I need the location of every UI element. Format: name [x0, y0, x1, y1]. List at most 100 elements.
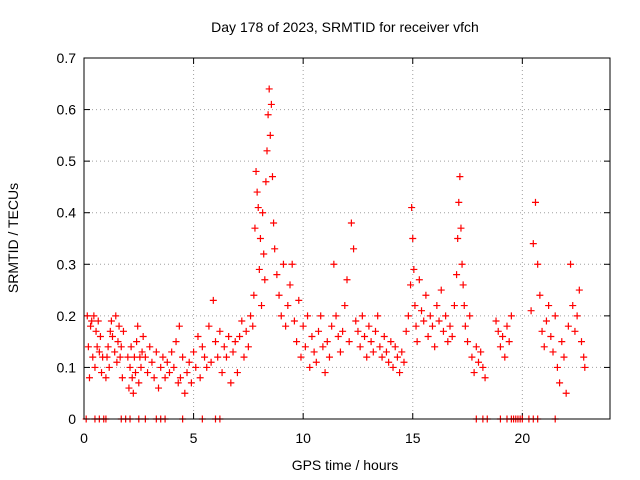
data-point — [233, 369, 241, 377]
data-point — [244, 343, 252, 351]
data-point — [540, 343, 548, 351]
data-point — [562, 389, 570, 397]
data-point — [295, 296, 303, 304]
data-point — [133, 338, 141, 346]
grid-lines — [84, 58, 610, 419]
data-point — [96, 332, 104, 340]
data-point — [155, 384, 163, 392]
data-point — [98, 369, 106, 377]
data-point — [479, 363, 487, 371]
data-point — [319, 343, 327, 351]
data-point — [176, 374, 184, 382]
data-point — [251, 224, 259, 232]
data-point — [420, 317, 428, 325]
plot-frame — [83, 57, 611, 420]
data-point — [361, 332, 369, 340]
data-point — [496, 343, 504, 351]
data-point — [393, 353, 401, 361]
data-point — [119, 327, 127, 335]
data-point — [267, 100, 275, 108]
data-point — [317, 312, 325, 320]
data-point — [261, 276, 269, 284]
data-point — [183, 369, 191, 377]
data-point — [139, 332, 147, 340]
data-point — [408, 204, 416, 212]
data-point — [578, 338, 586, 346]
data-point — [138, 348, 146, 356]
data-point — [410, 265, 418, 273]
data-point — [88, 317, 96, 325]
data-point — [103, 353, 111, 361]
data-point — [286, 281, 294, 289]
data-point — [418, 307, 426, 315]
data-point — [400, 358, 408, 366]
data-point — [398, 348, 406, 356]
data-point — [538, 327, 546, 335]
data-point — [260, 250, 268, 258]
data-point — [477, 348, 485, 356]
data-point — [569, 302, 577, 310]
data-point — [266, 131, 274, 139]
data-point — [135, 379, 143, 387]
data-point — [448, 332, 456, 340]
data-point — [455, 198, 463, 206]
data-point — [389, 363, 397, 371]
data-point — [91, 363, 99, 371]
data-point — [90, 312, 98, 320]
data-point — [380, 332, 388, 340]
data-point — [472, 343, 480, 351]
data-point — [501, 353, 509, 361]
x-axis-label: GPS time / hours — [292, 457, 399, 473]
data-point — [439, 327, 447, 335]
y-tick-label: 0.7 — [57, 50, 77, 66]
data-point — [254, 204, 262, 212]
data-point — [343, 276, 351, 284]
data-point — [270, 219, 278, 227]
data-point — [157, 363, 165, 371]
data-point — [304, 312, 312, 320]
data-point — [382, 348, 390, 356]
data-point — [560, 353, 568, 361]
data-point — [505, 338, 513, 346]
data-point — [106, 327, 114, 335]
data-point — [148, 358, 156, 366]
data-point — [187, 379, 195, 387]
data-point — [457, 224, 465, 232]
data-point — [358, 312, 366, 320]
data-point — [354, 327, 362, 335]
data-point — [545, 302, 553, 310]
data-point — [105, 363, 113, 371]
data-point — [310, 348, 318, 356]
data-point — [128, 374, 136, 382]
y-tick-label: 0.4 — [57, 205, 77, 221]
data-point — [301, 343, 309, 351]
data-point — [112, 312, 120, 320]
data-point — [113, 358, 121, 366]
data-point — [253, 188, 261, 196]
data-point — [328, 322, 336, 330]
data-point — [214, 353, 222, 361]
data-point — [407, 281, 415, 289]
data-point — [108, 332, 116, 340]
data-point — [220, 343, 228, 351]
data-points — [82, 85, 589, 423]
data-point — [207, 358, 215, 366]
data-point — [558, 338, 566, 346]
data-point — [534, 260, 542, 268]
data-point — [426, 312, 434, 320]
data-point — [107, 317, 115, 325]
data-point — [268, 173, 276, 181]
data-point — [174, 379, 182, 387]
data-point — [374, 312, 382, 320]
y-tick-label: 0.1 — [57, 359, 77, 375]
y-tick-label: 0 — [68, 411, 76, 427]
data-point — [203, 363, 211, 371]
data-point — [170, 363, 178, 371]
data-point — [240, 353, 248, 361]
data-point — [507, 312, 515, 320]
data-point — [461, 322, 469, 330]
data-point — [293, 338, 301, 346]
data-point — [205, 322, 213, 330]
data-point — [387, 338, 395, 346]
